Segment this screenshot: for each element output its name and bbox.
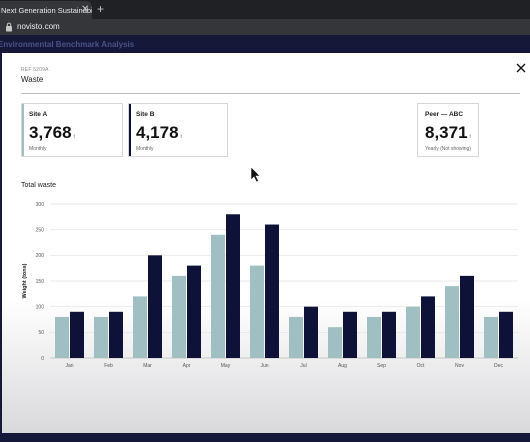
bar <box>382 311 396 358</box>
bar <box>148 255 162 358</box>
bar <box>499 311 513 358</box>
bar <box>289 316 303 358</box>
bar <box>460 275 474 358</box>
card-unit: t <box>73 134 75 140</box>
y-tick-label: 250 <box>36 227 45 233</box>
bar <box>421 296 435 358</box>
divider <box>21 93 520 94</box>
card-peer-abc: Peer — ABC 8,371 t Yearly (Not showing) <box>417 103 479 157</box>
card-value: 4,178 t <box>136 123 182 142</box>
x-tick-label: Jan <box>65 363 73 369</box>
chart-title: Total waste <box>21 182 57 189</box>
bar <box>265 224 279 358</box>
card-site-a: Site A 3,768 t Monthly <box>21 103 123 157</box>
page-title: Environmental Benchmark Analysis <box>0 40 135 49</box>
x-tick-label: Aug <box>338 363 347 369</box>
x-tick-label: Jul <box>300 363 306 369</box>
address-bar[interactable]: novisto.com <box>0 19 530 35</box>
bar <box>406 306 420 358</box>
bar <box>328 327 342 358</box>
card-site-b: Site B 4,178 t Monthly <box>128 103 228 157</box>
card-sub: Monthly <box>136 146 154 152</box>
new-tab-icon[interactable]: + <box>97 2 105 16</box>
bar <box>250 265 264 358</box>
card-unit: t <box>180 134 182 140</box>
url-text: novisto.com <box>17 22 60 31</box>
browser-tab[interactable]: Next Generation Sustainability ✕ <box>0 1 92 19</box>
x-tick-label: Feb <box>104 363 113 369</box>
x-tick-label: Jun <box>260 363 268 369</box>
card-value: 3,768 t <box>29 123 75 142</box>
bar <box>367 316 381 358</box>
card-label: Peer — ABC <box>425 111 464 118</box>
bar <box>343 311 357 358</box>
bar <box>484 316 498 358</box>
x-tick-label: Dec <box>494 363 503 369</box>
card-value: 8,371 t <box>425 123 471 142</box>
modal-title: Waste <box>21 75 44 84</box>
bar <box>109 311 123 358</box>
waste-modal: REF 5209A Waste Site A 3,768 t Monthly Si… <box>2 53 530 433</box>
tab-title: Next Generation Sustainability <box>1 5 92 15</box>
bar <box>94 316 108 358</box>
mouse-cursor-icon <box>250 166 261 183</box>
x-tick-label: Mar <box>143 363 152 369</box>
bar <box>211 234 225 358</box>
bar <box>55 316 69 358</box>
x-tick-label: Apr <box>183 363 191 369</box>
y-tick-label: 100 <box>36 304 45 310</box>
y-axis-label: Weight (tons) <box>22 263 28 298</box>
card-accent <box>129 104 131 156</box>
bar <box>70 311 84 358</box>
card-sub: Yearly (Not showing) <box>425 146 471 152</box>
lock-icon <box>6 22 12 32</box>
x-tick-label: Sep <box>377 363 386 369</box>
y-tick-label: 200 <box>36 253 45 259</box>
close-tab-icon[interactable]: ✕ <box>81 4 90 15</box>
bar <box>304 306 318 358</box>
bar <box>226 214 240 358</box>
bar <box>445 286 459 358</box>
close-icon[interactable] <box>515 62 527 74</box>
y-tick-label: 0 <box>41 356 44 362</box>
bar <box>187 265 201 358</box>
card-label: Site A <box>29 111 48 118</box>
x-tick-label: May <box>221 363 231 369</box>
x-tick-label: Nov <box>455 363 464 369</box>
x-tick-label: Oct <box>417 363 425 369</box>
bar <box>133 296 147 358</box>
card-accent <box>22 104 24 156</box>
card-unit: t <box>469 134 471 140</box>
browser-tabstrip: Next Generation Sustainability ✕ + <box>0 0 530 19</box>
reference-code: REF 5209A <box>21 67 49 73</box>
bar <box>172 275 186 358</box>
y-tick-label: 300 <box>36 202 45 208</box>
card-label: Site B <box>136 111 155 118</box>
waste-bar-chart: 0 50 100 150 200 250 300 Weight (tons) Jan Feb Mar… <box>22 166 518 369</box>
y-tick-label: 150 <box>36 279 45 285</box>
y-tick-label: 50 <box>38 330 44 336</box>
card-sub: Monthly <box>29 146 47 152</box>
